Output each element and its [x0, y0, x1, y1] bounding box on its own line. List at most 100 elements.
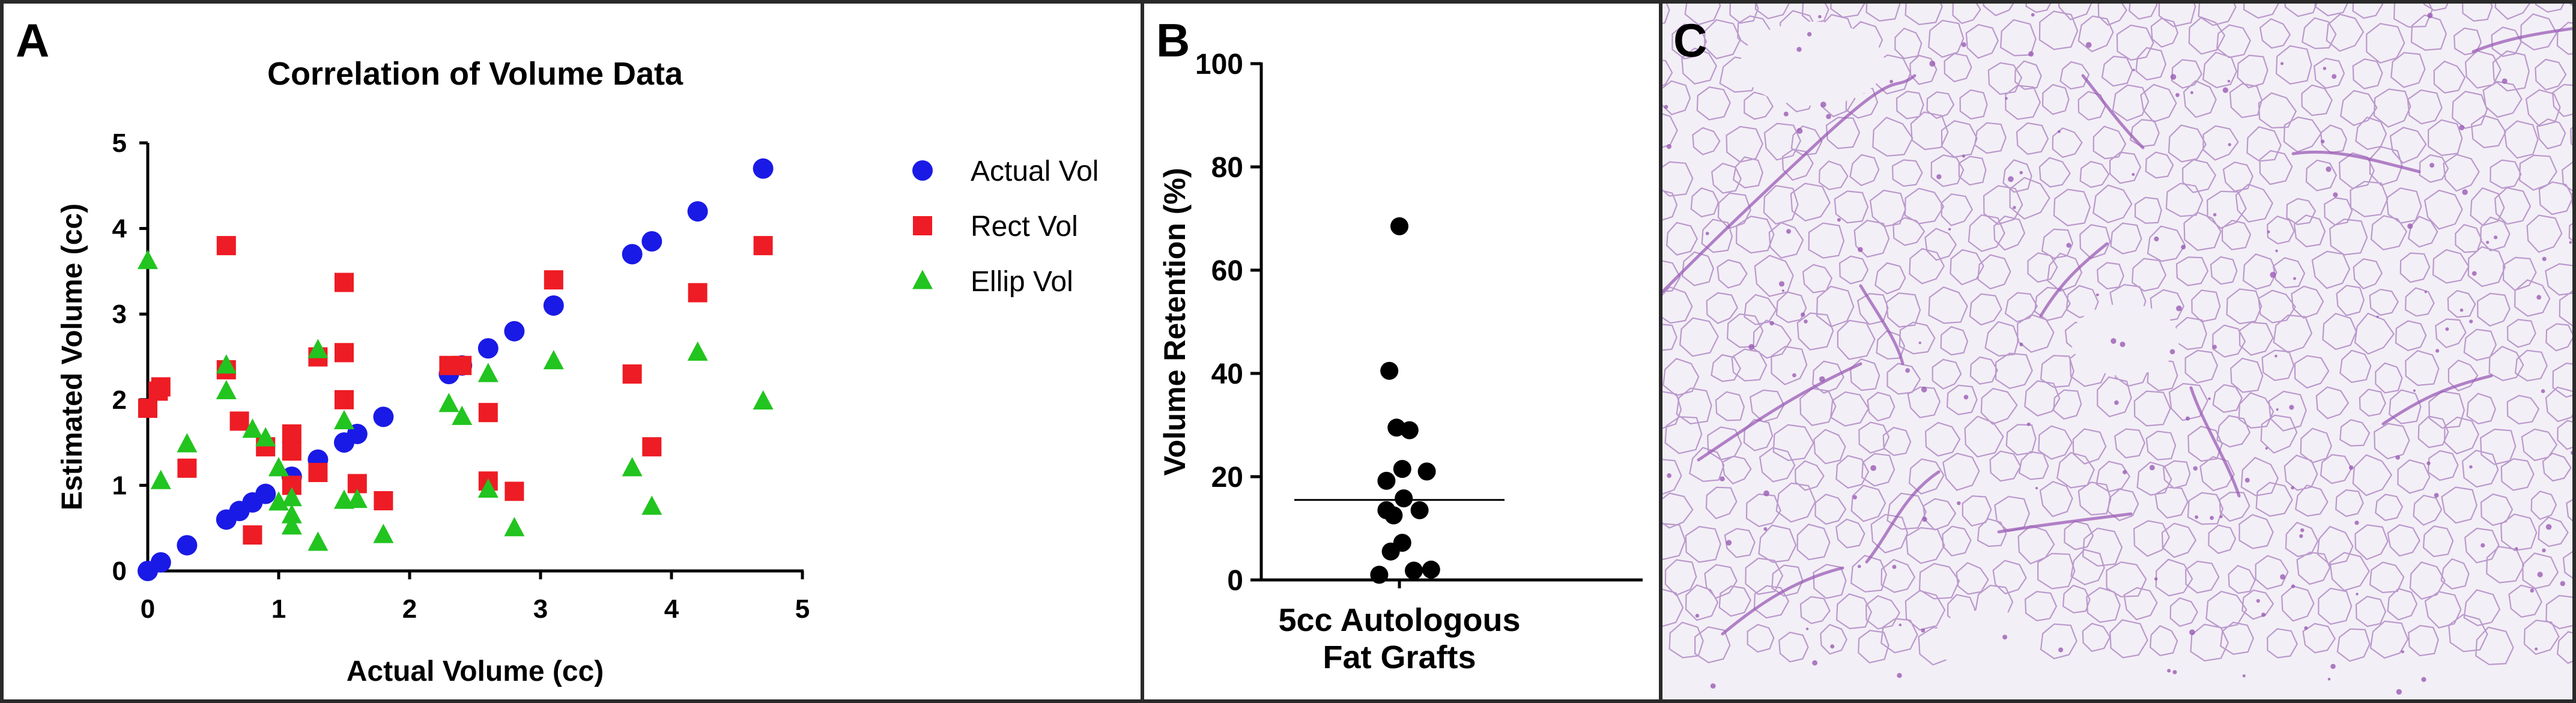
ellip-vol-point	[477, 478, 499, 498]
nucleus	[1830, 644, 1835, 649]
ellip-vol-point	[347, 489, 368, 508]
nucleus	[2323, 67, 2327, 70]
nucleus	[2396, 689, 2402, 695]
nucleus	[2536, 295, 2542, 300]
nucleus	[2434, 493, 2439, 498]
nucleus	[2267, 230, 2270, 234]
nucleus	[2291, 486, 2294, 490]
stromal-strand	[1662, 74, 1917, 294]
y-tick-label: 4	[112, 214, 127, 244]
volume-correlation-chart: Correlation of Volume Data 0 1 2 3 4 5 0 1 2 3 4 5 Ac…	[56, 56, 1099, 687]
nucleus	[1786, 229, 1791, 234]
actual-vol-point	[641, 231, 662, 252]
nucleus	[1857, 564, 1861, 569]
ellip-vol-point	[438, 393, 459, 412]
retention-point	[1380, 361, 1399, 380]
ellip-vol-point	[216, 379, 237, 400]
legend-marker-ellip-vol	[912, 270, 933, 289]
actual-vol-point	[687, 201, 708, 222]
nucleus	[2227, 80, 2231, 83]
nucleus	[1667, 473, 1671, 478]
nucleus	[2035, 487, 2038, 490]
legend-label-actual-vol: Actual Vol	[971, 155, 1099, 187]
nucleus	[2013, 206, 2016, 210]
nucleus	[2186, 416, 2190, 421]
legend-label-ellip-vol: Ellip Vol	[971, 266, 1073, 298]
nucleus	[2424, 291, 2427, 294]
nucleus	[2181, 244, 2186, 250]
x-tick-label: 1	[271, 594, 286, 624]
rect-vol-point	[642, 437, 662, 457]
retention-point	[1405, 561, 1423, 580]
rect-vol-point	[282, 441, 302, 461]
y-tick-label: 0	[1227, 565, 1243, 597]
rect-vol-point	[229, 411, 249, 431]
retention-point	[1400, 421, 1419, 439]
nucleus	[2167, 669, 2171, 673]
retention-point	[1381, 542, 1400, 561]
stromal-strand	[2039, 242, 2109, 318]
nucleus	[2327, 677, 2331, 681]
stromal-strand	[2471, 27, 2572, 53]
y-axis-label: Volume Retention (%)	[1158, 168, 1192, 476]
y-tick-label: 1	[112, 471, 127, 500]
nucleus	[2276, 408, 2279, 411]
retention-point	[1370, 566, 1389, 584]
nucleus	[2462, 189, 2468, 195]
nucleus	[2401, 650, 2404, 654]
ellip-vol-point	[242, 418, 263, 438]
nucleus	[2275, 249, 2278, 253]
nucleus	[1801, 312, 1805, 317]
actual-vol-point	[622, 244, 643, 265]
rect-vol-point	[308, 463, 328, 483]
rect-vol-point	[335, 273, 354, 292]
nucleus	[2356, 593, 2359, 596]
nucleus	[1899, 623, 1902, 627]
nucleus	[2459, 308, 2464, 312]
nucleus	[1710, 683, 1716, 689]
x-axis-label: Actual Volume (cc)	[347, 656, 604, 687]
nucleus	[2469, 465, 2473, 469]
stromal-strand	[1721, 566, 1844, 636]
ellip-vol-point	[373, 523, 394, 543]
nucleus	[1818, 15, 1822, 19]
nucleus	[2571, 450, 2572, 455]
nucleus	[1792, 373, 1796, 378]
nucleus	[2085, 42, 2092, 48]
nucleus	[2560, 581, 2565, 587]
x-tick-label: 2	[402, 594, 417, 624]
nucleus	[2299, 534, 2303, 539]
nucleus	[1705, 232, 1709, 235]
nucleus	[2332, 74, 2337, 79]
nucleus	[2169, 349, 2175, 355]
nucleus	[2486, 241, 2490, 244]
retention-point	[1395, 489, 1413, 508]
nucleus	[2154, 236, 2159, 242]
ellip-vol-point	[622, 457, 643, 477]
nucleus	[2291, 584, 2296, 588]
ellip-vol-point	[281, 487, 302, 507]
volume-retention-chart: 0 20 40 60 80 100 Volume Retention (%) 5cc Auto…	[1158, 49, 1643, 675]
nucleus	[2019, 342, 2023, 346]
nucleus	[2261, 612, 2266, 617]
actual-vol-point	[753, 158, 774, 179]
actual-vol-point	[373, 406, 394, 427]
nucleus	[1748, 344, 1755, 350]
x-tick-label: 4	[664, 594, 679, 624]
retention-point	[1393, 460, 1411, 478]
rect-vol-point	[505, 481, 524, 501]
nucleus	[2193, 466, 2198, 471]
rect-vol-point	[282, 424, 302, 444]
nucleus	[2256, 599, 2260, 603]
rect-vol-point	[753, 236, 773, 256]
rect-vol-point	[177, 458, 197, 478]
nucleus	[2445, 327, 2449, 331]
nucleus	[1778, 281, 1785, 287]
nucleus	[1763, 490, 1769, 496]
nucleus	[2426, 461, 2431, 465]
nucleus	[2210, 516, 2214, 520]
nucleus	[2008, 176, 2014, 183]
nucleus	[1769, 321, 1774, 326]
nucleus	[2175, 92, 2180, 97]
nucleus	[2212, 345, 2217, 349]
